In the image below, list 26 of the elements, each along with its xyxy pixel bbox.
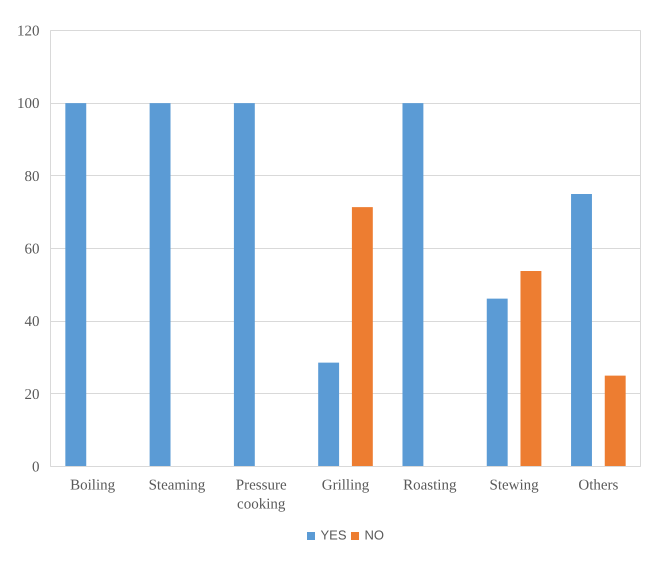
x-tick-label: Roasting xyxy=(403,478,457,494)
bar xyxy=(571,194,592,466)
x-tick-label: Pressure cooking xyxy=(236,478,287,513)
bar xyxy=(520,271,542,466)
x-tick-label: Boiling xyxy=(70,478,116,494)
x-tick-label: Grilling xyxy=(322,478,370,494)
legend-label: YES xyxy=(320,528,347,542)
x-tick-label: Steaming xyxy=(148,478,206,494)
bar xyxy=(65,103,86,466)
bar xyxy=(486,298,508,466)
y-tick-label: 0 xyxy=(32,460,40,476)
y-tick-label: 20 xyxy=(24,386,40,403)
y-tick-label: 120 xyxy=(17,24,40,40)
bar xyxy=(150,103,171,466)
y-tick-label: 40 xyxy=(24,314,40,330)
bar xyxy=(234,103,255,466)
x-tick-label: Others xyxy=(578,478,619,494)
bar xyxy=(318,362,340,466)
y-tick-label: 80 xyxy=(24,168,40,185)
x-tick-label: Stewing xyxy=(489,478,540,494)
y-tick-label: 60 xyxy=(24,242,40,258)
bar xyxy=(604,376,626,466)
legend-label: NO xyxy=(364,528,385,542)
bar xyxy=(402,103,424,466)
bar xyxy=(352,207,373,466)
y-tick-label: 100 xyxy=(17,96,40,112)
